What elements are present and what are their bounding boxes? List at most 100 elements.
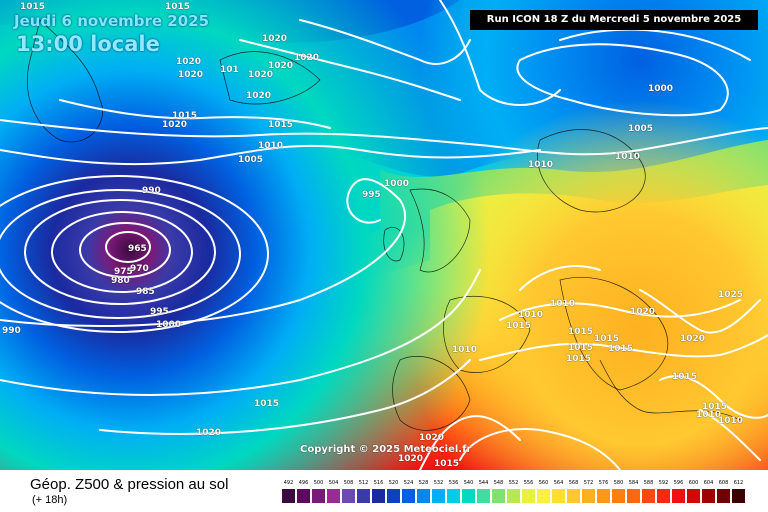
scale-color-swatch [522, 489, 535, 503]
isobar-pressure-label: 101 [220, 65, 239, 75]
scale-tick-label: 524 [403, 480, 414, 486]
scale-tick-label: 596 [673, 480, 684, 486]
scale-color-swatch [372, 489, 385, 503]
isobar-pressure-label: 1020 [196, 428, 222, 438]
scale-tick-label: 512 [358, 480, 369, 486]
scale-tick-label: 492 [283, 480, 294, 486]
scale-color-swatch [612, 489, 625, 503]
scale-tick-label: 608 [718, 480, 729, 486]
scale-color-swatch [417, 489, 430, 503]
isobar-pressure-label: 1020 [246, 91, 272, 101]
scale-tick-label: 564 [553, 480, 564, 486]
isobar-pressure-label: 965 [128, 244, 147, 254]
scale-color-swatch [402, 489, 415, 503]
scale-color-swatch [717, 489, 730, 503]
isobar-pressure-label: 1010 [718, 416, 744, 426]
isobar-pressure-label: 1015 [594, 334, 620, 344]
scale-tick-label: 592 [658, 480, 669, 486]
isobar-pressure-label: 1020 [176, 57, 202, 67]
scale-tick-label: 572 [583, 480, 594, 486]
isobar-pressure-label: 1020 [294, 53, 320, 63]
isobar-pressure-label: 1000 [648, 84, 674, 94]
isobar-pressure-label: 1010 [518, 310, 544, 320]
map-footer: Géop. Z500 & pression au sol (+ 18h) 492… [0, 470, 768, 512]
scale-tick-label: 552 [508, 480, 519, 486]
isobar-pressure-label: 1020 [268, 61, 294, 71]
isobar-pressure-label: 995 [362, 190, 381, 200]
isobar-pressure-label: 975 [114, 267, 133, 277]
scale-tick-label: 580 [613, 480, 624, 486]
scale-tick-label: 540 [463, 480, 474, 486]
isobar-pressure-label: 1015 [20, 2, 46, 12]
scale-tick-label: 548 [493, 480, 504, 486]
isobar-pressure-label: 1000 [384, 179, 410, 189]
scale-tick-label: 576 [598, 480, 609, 486]
isobar-pressure-label: 1020 [630, 307, 656, 317]
isobar-pressure-label: 970 [130, 264, 149, 274]
forecast-date: Jeudi 6 novembre 2025 [14, 12, 210, 30]
isobar-pressure-label: 1015 [165, 2, 191, 12]
scale-color-swatch [477, 489, 490, 503]
scale-tick-label: 504 [328, 480, 339, 486]
scale-color-swatch [492, 489, 505, 503]
isobar-pressure-label: 1020 [248, 70, 274, 80]
isobar-pressure-label: 1015 [268, 120, 294, 130]
scale-color-swatch [387, 489, 400, 503]
scale-tick-label: 508 [343, 480, 354, 486]
isobar-pressure-label: 1005 [628, 124, 654, 134]
scale-color-swatch [687, 489, 700, 503]
isobar-pressure-label: 1015 [608, 344, 634, 354]
coastlines [27, 19, 741, 431]
scale-color-swatch [552, 489, 565, 503]
isobar-pressure-label: 990 [142, 186, 161, 196]
scale-color-swatch [642, 489, 655, 503]
scale-tick-label: 612 [733, 480, 744, 486]
isobar-pressure-label: 1020 [419, 433, 445, 443]
scale-tick-label: 560 [538, 480, 549, 486]
scale-tick-label: 544 [478, 480, 489, 486]
isobar-pressure-label: 1010 [452, 345, 478, 355]
isobar-pressure-label: 1020 [178, 70, 204, 80]
scale-color-swatch [597, 489, 610, 503]
scale-tick-label: 556 [523, 480, 534, 486]
isobar-pressure-label: 1010 [258, 141, 284, 151]
isobar-pressure-label: 1015 [506, 321, 532, 331]
scale-tick-label: 604 [703, 480, 714, 486]
scale-color-swatch [432, 489, 445, 503]
scale-tick-label: 520 [388, 480, 399, 486]
scale-tick-label: 532 [433, 480, 444, 486]
forecast-lead-time: (+ 18h) [32, 494, 68, 506]
isobar-pressure-label: 1015 [568, 327, 594, 337]
scale-color-swatch [507, 489, 520, 503]
isobar-pressure-label: 1020 [162, 120, 188, 130]
scale-color-swatch [447, 489, 460, 503]
scale-color-swatch [282, 489, 295, 503]
isobar-pressure-label: 1015 [566, 354, 592, 364]
isobar-pressure-label: 1010 [550, 299, 576, 309]
model-run-info: Run ICON 18 Z du Mercredi 5 novembre 202… [470, 10, 758, 30]
scale-color-swatch [657, 489, 670, 503]
scale-color-swatch [627, 489, 640, 503]
isobar-pressure-label: 1010 [615, 152, 641, 162]
isobar-pressure-label: 1015 [434, 459, 460, 469]
scale-color-swatch [357, 489, 370, 503]
weather-map: Jeudi 6 novembre 2025 13:00 locale Run I… [0, 0, 768, 470]
isobar-pressure-label: 1015 [568, 343, 594, 353]
isobar-pressure-label: 995 [150, 307, 169, 317]
isobar-pressure-label: 1020 [262, 34, 288, 44]
color-scale-legend: 492 496 500 504 508 512 516 520 524 528 532 536 540 5… [282, 480, 750, 506]
scale-color-swatch [462, 489, 475, 503]
scale-tick-label: 496 [298, 480, 309, 486]
copyright-notice: Copyright © 2025 Meteociel.fr [300, 444, 472, 455]
scale-color-swatch [567, 489, 580, 503]
isobar-pressure-label: 1000 [156, 320, 182, 330]
scale-tick-label: 536 [448, 480, 459, 486]
isobar-pressure-label: 1010 [696, 410, 722, 420]
isobar-pressure-label: 1015 [172, 111, 198, 121]
isobar-pressure-label: 990 [2, 326, 21, 336]
isobar-pressure-label: 1020 [398, 454, 424, 464]
scale-color-swatch [672, 489, 685, 503]
scale-color-swatch [312, 489, 325, 503]
isobar-pressure-label: 1025 [718, 290, 744, 300]
scale-color-swatch [732, 489, 745, 503]
